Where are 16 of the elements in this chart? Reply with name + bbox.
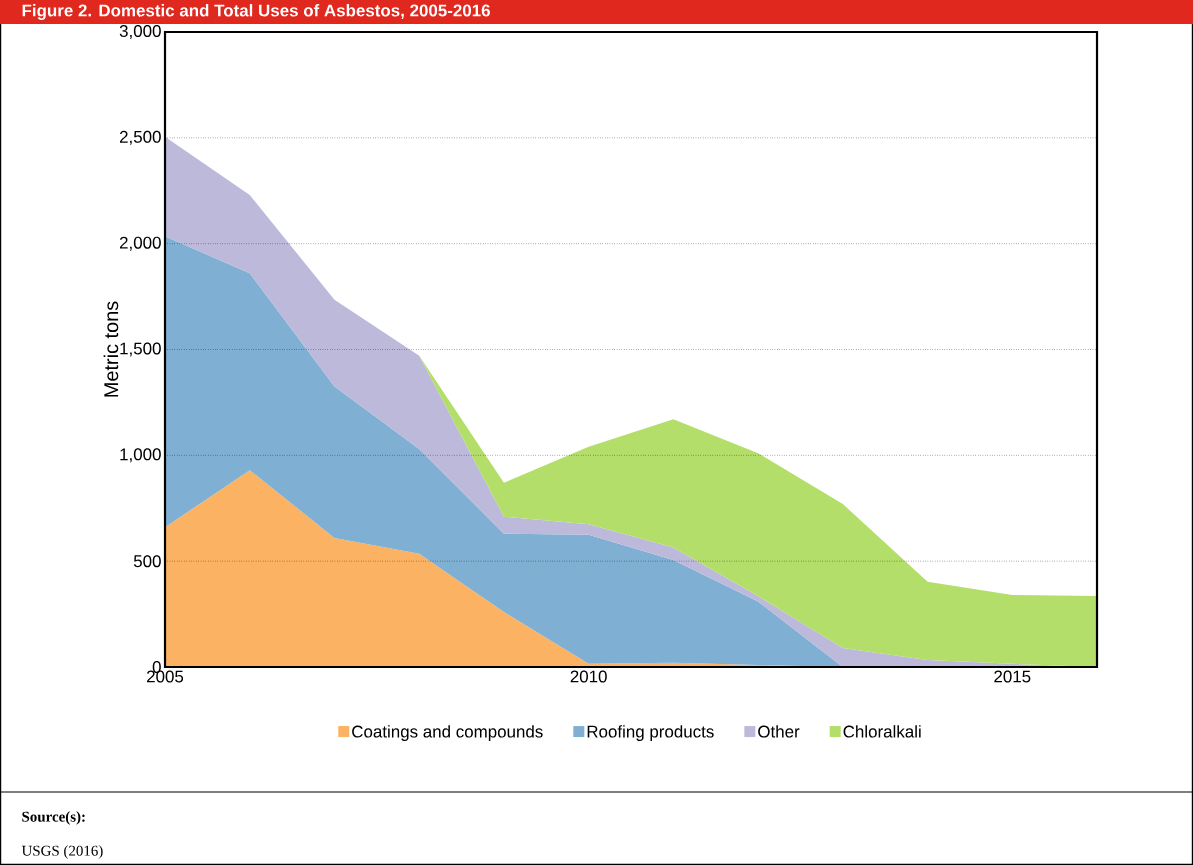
text: USGS (2016) (21, 845, 103, 859)
legend-label: Chloralkali (843, 725, 921, 738)
y-tick-label: 3,000 (119, 25, 161, 39)
y-axis-title: Metric tons (103, 301, 119, 397)
legend-label: Roofing products (587, 725, 714, 741)
legend-label: Other (758, 725, 800, 738)
legend-label: Coatings and compounds (352, 725, 543, 741)
x-tick-label: 2010 (570, 670, 607, 683)
chart-title: Figure 2. Domestic and Total Uses of Asbestos, 2005-2016 (22, 4, 490, 20)
source-note: Source(s): (22, 811, 85, 825)
y-tick-label: 1,500 (120, 342, 161, 357)
y-tick-label: 2,500 (119, 130, 161, 145)
y-tick-label: 2,000 (119, 236, 161, 251)
y-tick-label: 500 (133, 555, 161, 568)
x-tick-label: 2015 (994, 670, 1031, 683)
y-tick-label: 1,000 (120, 448, 161, 463)
